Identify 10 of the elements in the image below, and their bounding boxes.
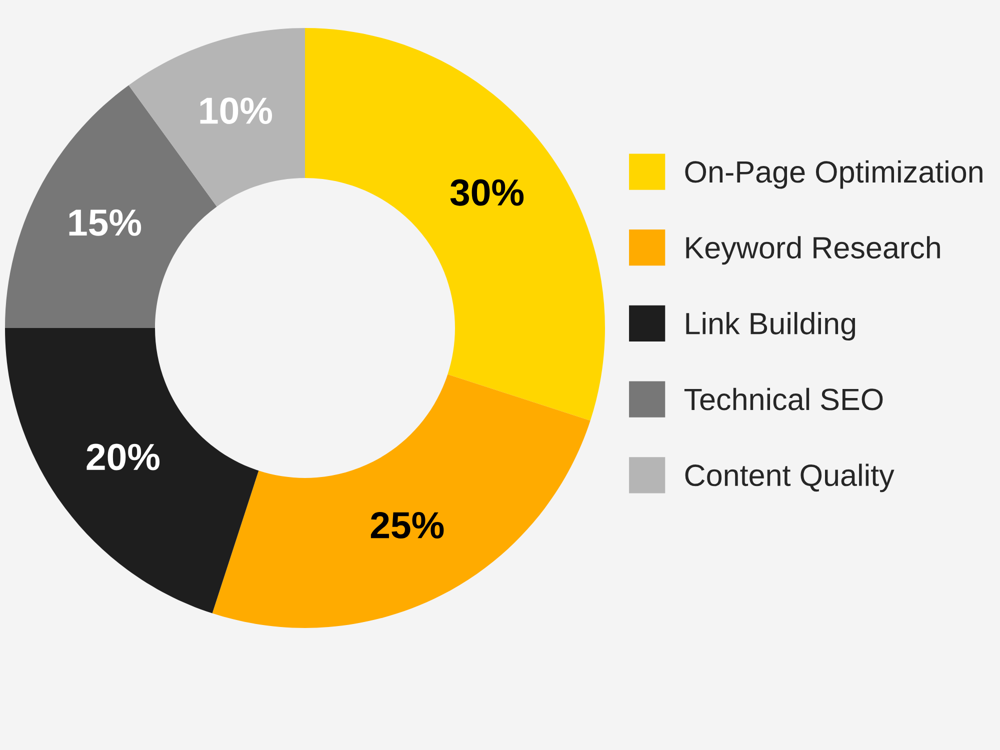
legend-label: Content Quality <box>685 464 894 492</box>
data-label: 15% <box>69 209 142 236</box>
legend-label: Keyword Research <box>686 236 940 265</box>
data-label: 30% <box>450 179 524 206</box>
data-label: 10% <box>200 98 272 124</box>
legend-label: Technical SEO <box>684 388 883 410</box>
data-label: 20% <box>86 444 160 470</box>
data-label: 25% <box>370 512 444 539</box>
legend-label: Link Building <box>686 312 856 340</box>
legend-label: On-Page Optimization <box>685 160 982 189</box>
